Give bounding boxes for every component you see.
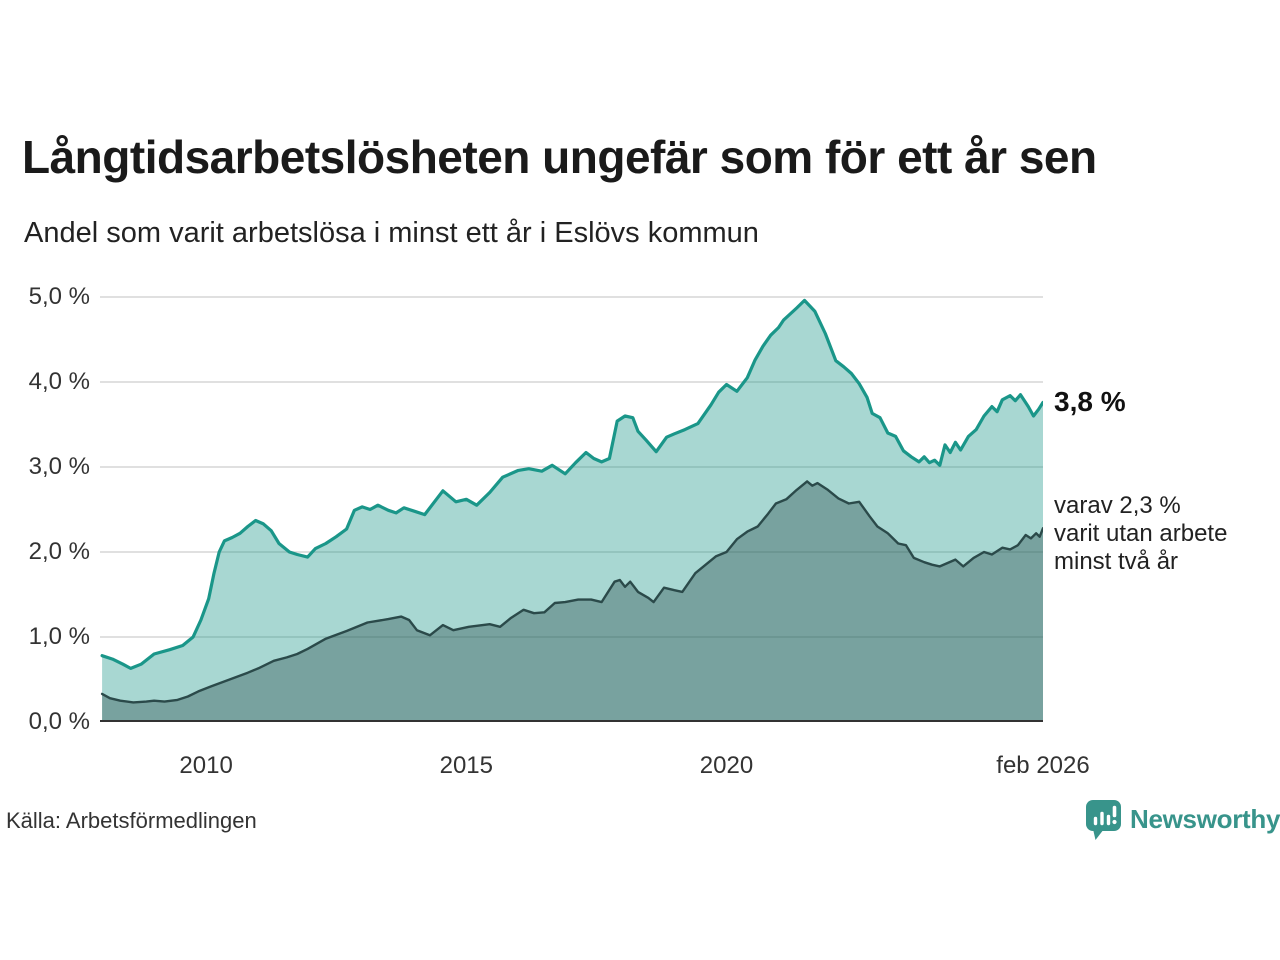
- chart-subtitle: Andel som varit arbetslösa i minst ett å…: [24, 217, 759, 249]
- latest-value-label: 3,8 %: [1054, 386, 1126, 417]
- utan-arbete-minst-tva-ar-line: [100, 480, 1043, 704]
- y-tick-label: 2,0 %: [28, 538, 90, 565]
- y-tick-label: 3,0 %: [28, 453, 90, 480]
- chart-svg: [100, 296, 1043, 722]
- y-tick-label: 4,0 %: [28, 368, 90, 395]
- x-tick-label: 2015: [439, 752, 493, 779]
- y-tick-label: 0,0 %: [28, 708, 90, 735]
- x-tick-label: 2020: [699, 752, 754, 779]
- x-tick-label: feb 2026: [996, 752, 1090, 779]
- source-attribution: Källa: Arbetsförmedlingen: [6, 808, 257, 833]
- page-title: Långtidsarbetslösheten ungefär som för e…: [22, 131, 1097, 183]
- brand-name: Newsworthy: [1130, 804, 1280, 834]
- y-tick-label: 5,0 %: [28, 283, 90, 310]
- arbetslosa-minst-ett-ar-line: [100, 298, 1043, 670]
- y-tick-label: 1,0 %: [28, 623, 90, 650]
- secondary-series-note: varav 2,3 % varit utan arbete minst två …: [1054, 492, 1228, 575]
- brand-logo: Newsworthy: [1086, 800, 1280, 844]
- newsworthy-bubble-chart-icon: [1086, 800, 1121, 840]
- x-tick-label: 2010: [179, 752, 233, 779]
- arbetslosa-minst-ett-ar-area: [102, 300, 1043, 722]
